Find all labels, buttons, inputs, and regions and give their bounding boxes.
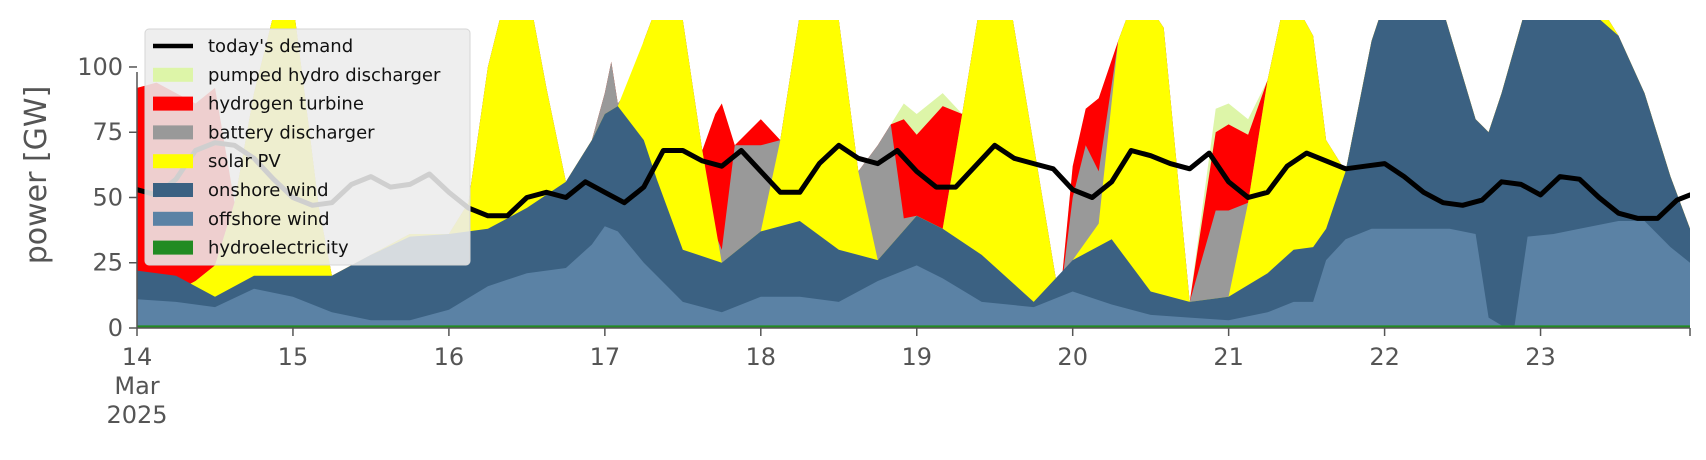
- legend-swatch: [153, 183, 193, 197]
- legend-swatch: [153, 154, 193, 169]
- area-onshore-wind: [137, 20, 1690, 328]
- x-tick-label: 14: [122, 343, 153, 371]
- x-tick-label: 23: [1525, 343, 1556, 371]
- legend-item-pumped-hydro-discharger: pumped hydro discharger: [153, 65, 441, 86]
- stacked-areas: [137, 20, 1690, 328]
- legend-label: hydrogen turbine: [208, 94, 364, 115]
- area-offshore-wind: [137, 221, 1690, 328]
- legend-item-hydroelectricity: hydroelectricity: [153, 238, 349, 259]
- y-tick-label: 100: [77, 53, 123, 81]
- legend-label: offshore wind: [208, 209, 330, 230]
- legend-label: onshore wind: [208, 180, 329, 201]
- x-tick-label: 15: [278, 343, 309, 371]
- x-tick-label: 18: [746, 343, 777, 371]
- legend-swatch: [153, 211, 193, 226]
- legend-swatch: [153, 240, 193, 255]
- x-tick-sublabel: 2025: [106, 401, 167, 429]
- legend-label: today's demand: [208, 36, 353, 57]
- y-axis-title: power [GW]: [19, 86, 54, 265]
- x-tick-label: 22: [1369, 343, 1400, 371]
- legend-item-today-s-demand: today's demand: [153, 36, 353, 57]
- x-tick-label: 17: [590, 343, 621, 371]
- legend-item-offshore-wind: offshore wind: [153, 209, 330, 230]
- x-tick-label: 19: [901, 343, 932, 371]
- legend-label: battery discharger: [208, 122, 375, 143]
- legend: today's demand pumped hydro discharger hyd…: [144, 28, 471, 266]
- legend-item-battery-discharger: battery discharger: [153, 122, 375, 143]
- legend-item-solar-pv: solar PV: [153, 151, 281, 172]
- legend-item-onshore-wind: onshore wind: [153, 180, 329, 201]
- x-tick-sublabel: Mar: [114, 372, 159, 400]
- y-tick-label: 25: [92, 249, 123, 277]
- legend-box: [144, 28, 471, 266]
- y-tick-label: 50: [92, 183, 123, 211]
- legend-label: pumped hydro discharger: [208, 65, 441, 86]
- legend-swatch: [153, 125, 193, 140]
- legend-swatch: [153, 67, 193, 82]
- y-tick-label: 0: [108, 314, 123, 342]
- legend-label: hydroelectricity: [208, 238, 349, 259]
- legend-label: solar PV: [208, 151, 281, 172]
- legend-swatch: [153, 96, 193, 111]
- x-tick-label: 16: [434, 343, 465, 371]
- x-tick-label: 21: [1213, 343, 1244, 371]
- x-tick-label: 20: [1057, 343, 1088, 371]
- legend-item-hydrogen-turbine: hydrogen turbine: [153, 94, 364, 115]
- y-tick-label: 75: [92, 118, 123, 146]
